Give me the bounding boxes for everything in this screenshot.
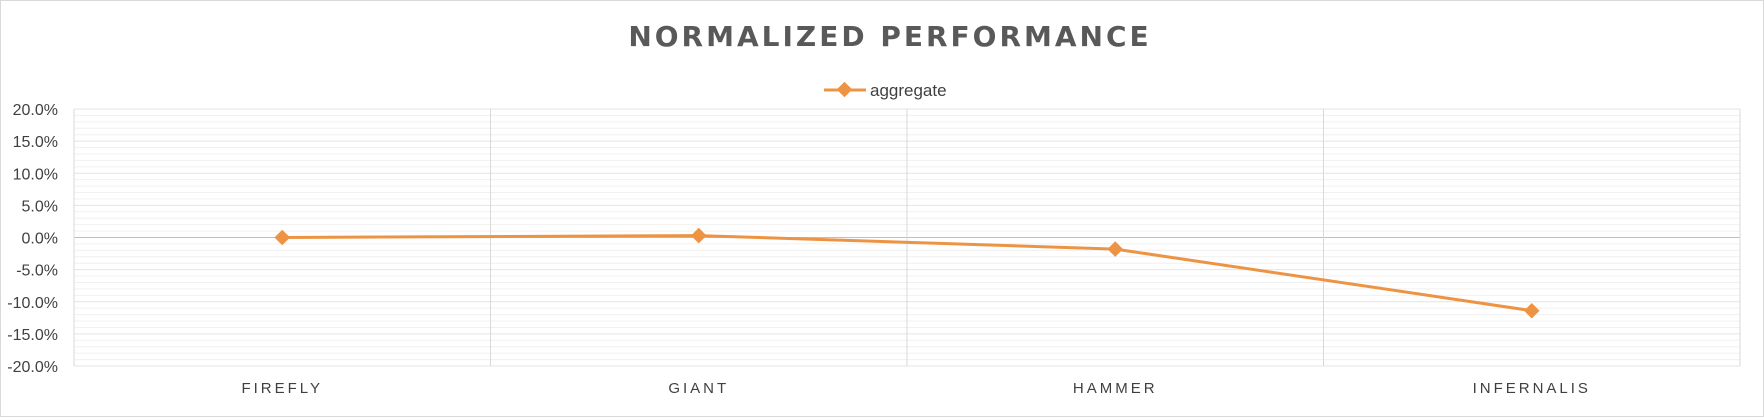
y-tick-label: 5.0% [22,198,58,215]
y-tick-labels: 20.0% 15.0% 10.0% 5.0% 0.0% -5.0% -10.0% -15.0%… [7,102,58,376]
x-tick-labels: FIREFLY GIANT HAMMER INFERNALIS [241,380,1591,397]
y-tick-label: 0.0% [22,231,58,248]
series-layer [274,227,1540,319]
series-line-aggregate [282,234,1533,313]
x-tick-label: HAMMER [1073,380,1158,397]
y-tick-label: -10.0% [7,295,58,312]
x-tick-label: GIANT [668,380,729,397]
x-tick-label: INFERNALIS [1473,380,1591,397]
y-tick-label: -15.0% [7,327,58,344]
data-point-infernalis [1523,302,1540,319]
y-tick-label: -5.0% [16,263,58,280]
y-tick-label: 10.0% [13,166,58,183]
y-tick-label: 15.0% [13,134,58,151]
legend-label-aggregate: aggregate [870,81,947,100]
chart-title: NORMALIZED PERFORMANCE [628,20,1151,53]
legend[interactable]: aggregate [824,81,947,100]
y-tick-label: -20.0% [7,359,58,376]
legend-diamond-marker [836,81,853,98]
data-point-giant [690,227,707,244]
data-point-hammer [1107,241,1124,257]
data-point-firefly [274,229,291,246]
y-tick-label: 20.0% [13,102,58,119]
x-tick-label: FIREFLY [241,380,323,397]
